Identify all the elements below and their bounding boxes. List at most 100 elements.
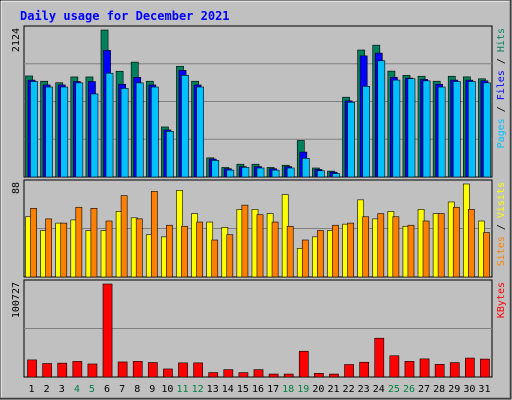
sites-bar-day-9: [150, 191, 158, 278]
kbytes-bar-day-30: [465, 357, 475, 378]
pages-bar-day-7: [120, 88, 129, 178]
hits-files-pages-panel: 2124: [11, 25, 493, 178]
x-tick-label: 8: [134, 384, 140, 395]
x-tick-label: 28: [433, 384, 445, 395]
pages-bar-day-4: [75, 82, 84, 178]
sites-bar-day-11: [181, 225, 188, 278]
pages-bar-day-24: [377, 60, 386, 178]
pages-bar-day-3: [60, 86, 69, 178]
pages-bar-day-21: [332, 173, 340, 178]
sites-bar-day-12: [196, 221, 203, 278]
sites-bar-day-1: [30, 208, 37, 278]
kbytes-bar-day-7: [117, 361, 128, 378]
pages-bar-day-22: [347, 101, 355, 178]
x-tick-label: 20: [312, 384, 324, 395]
pages-bar-day-2: [45, 86, 53, 178]
x-tick-label: 2: [44, 384, 50, 395]
pages-bar-day-10: [166, 131, 174, 178]
pages-bar-day-14: [226, 169, 235, 178]
x-tick-label: 18: [282, 384, 294, 395]
sites-bar-day-29: [452, 206, 460, 278]
pages-bar-day-25: [392, 79, 401, 178]
kbytes-bar-day-18: [283, 373, 294, 378]
visits-sites-panel: 88: [11, 179, 493, 278]
kbytes-bar-day-21: [329, 373, 339, 378]
sites-bar-day-18: [286, 225, 294, 278]
pages-bar-day-20: [317, 170, 325, 178]
kbytes-bar-day-11: [178, 362, 188, 378]
legend-entry: Pages: [496, 118, 507, 148]
pages-bar-day-6: [105, 72, 114, 178]
y-max-label: 88: [11, 182, 22, 194]
pages-bar-day-26: [407, 78, 416, 178]
x-tick-label: 11: [176, 384, 188, 395]
sites-bar-day-13: [211, 239, 219, 278]
pages-bar-day-19: [301, 158, 310, 178]
pages-bar-day-27: [422, 80, 431, 178]
sites-bar-day-16: [256, 214, 264, 278]
pages-bar-day-9: [150, 86, 159, 178]
x-tick-label: 19: [297, 384, 309, 395]
sites-bar-day-7: [120, 195, 128, 278]
x-tick-label: 21: [327, 384, 339, 395]
x-tick-label: 15: [237, 384, 249, 395]
kbytes-bar-day-9: [147, 362, 158, 378]
pages-bar-day-12: [196, 86, 204, 178]
x-tick-label: 16: [252, 384, 264, 395]
chart-title: Daily usage for December 2021: [20, 9, 230, 23]
pages-bar-day-11: [181, 74, 189, 178]
x-tick-label: 13: [207, 384, 219, 395]
kbytes-bar-day-1: [27, 359, 37, 378]
x-tick-label: 9: [149, 384, 155, 395]
sites-bar-day-20: [317, 230, 324, 278]
sites-bar-day-31: [483, 232, 490, 278]
sites-bar-day-22: [347, 222, 354, 278]
x-tick-label: 3: [59, 384, 65, 395]
sites-bar-day-28: [437, 213, 445, 278]
sites-bar-day-10: [166, 224, 173, 278]
kbytes-bar-day-19: [298, 350, 309, 378]
sites-bar-day-14: [226, 234, 234, 278]
x-tick-label: 7: [119, 384, 125, 395]
x-tick-label: 1: [29, 384, 35, 395]
sites-bar-day-27: [422, 220, 430, 278]
kbytes-bar-day-3: [57, 362, 68, 378]
kbytes-bar-day-13: [208, 372, 219, 378]
x-tick-label: 31: [478, 384, 490, 395]
sites-bar-day-17: [271, 221, 279, 278]
pages-bar-day-16: [256, 167, 265, 178]
kbytes-bar-day-17: [268, 373, 279, 378]
x-tick-label: 25: [388, 384, 400, 395]
x-tick-label: 17: [267, 384, 279, 395]
pages-bar-day-18: [286, 167, 295, 178]
kbytes-bar-day-20: [314, 373, 324, 378]
legend-panel-3: KBytes: [496, 282, 507, 318]
x-tick-label: 4: [74, 384, 80, 395]
x-tick-label: 22: [343, 384, 355, 395]
kbytes-bar-day-29: [449, 362, 460, 378]
sites-bar-day-3: [60, 222, 68, 278]
x-tick-label: 10: [161, 384, 173, 395]
legend-entry: /: [496, 52, 507, 70]
pages-bar-day-29: [452, 81, 461, 178]
kbytes-bar-day-31: [480, 358, 490, 378]
x-tick-label: 12: [192, 384, 204, 395]
x-tick-label: 24: [373, 384, 385, 395]
x-tick-label: 26: [403, 384, 415, 395]
sites-bar-day-25: [392, 216, 400, 278]
pages-bar-day-30: [468, 81, 476, 178]
x-tick-label: 27: [418, 384, 430, 395]
kbytes-bar-day-16: [253, 369, 264, 378]
legend-entry: Hits: [496, 28, 507, 52]
sites-bar-day-30: [468, 209, 475, 278]
pages-bar-day-8: [135, 82, 144, 178]
x-tick-label: 6: [104, 384, 110, 395]
x-tick-label: 14: [222, 384, 234, 395]
legend-entry: KBytes: [496, 282, 507, 318]
legend-entry: /: [496, 100, 507, 118]
y-max-label: 2124: [11, 28, 22, 52]
kbytes-bar-day-27: [419, 358, 430, 378]
kbytes-bar-day-24: [374, 337, 385, 378]
pages-bar-day-5: [90, 93, 99, 178]
